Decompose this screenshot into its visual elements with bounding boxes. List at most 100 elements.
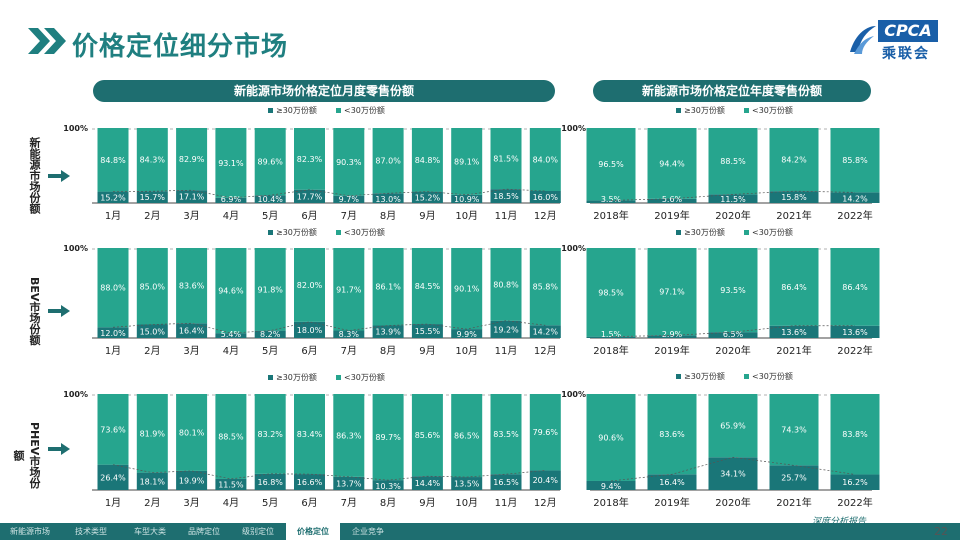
data-label-low: 84.5% [415,282,441,291]
data-label-high: 9.9% [457,330,478,339]
footer-tab[interactable]: 技术类型 [75,527,107,536]
data-label-low: 89.7% [375,433,401,442]
data-label-low: 90.3% [336,158,362,167]
data-label-high: 26.4% [100,473,126,482]
bar-low-segment [294,248,325,322]
data-label-high: 16.5% [493,478,519,487]
charts-canvas: ≥30万份额 <30万份额 100% 15.2% 84.8% 1月 15.7% 84.3% 2月… [63,105,880,509]
legend-swatch-high [676,230,681,235]
bar-low-segment [586,394,636,481]
bar-low-segment [451,394,483,478]
page-number: 22 [934,525,948,538]
legend-label-low: <30万份额 [344,372,385,382]
data-label-low: 88.0% [100,284,126,293]
bar-high-segment [333,330,365,338]
data-label-high: 25.7% [781,474,807,483]
data-label-low: 86.5% [454,432,480,441]
bar-high-segment [333,195,365,203]
y-tick-100: 100% [63,124,88,133]
data-label-high: 15.8% [781,193,807,202]
bar-high-segment [176,323,208,338]
data-label-high: 13.0% [375,195,401,204]
footer-tab[interactable]: 企业竞争 [352,527,384,536]
x-tick-label: 2022年 [837,209,872,222]
bar-high-segment [647,198,697,203]
footer-tab[interactable]: 新能源市场 [10,527,50,536]
logo-swirl-icon [850,26,876,54]
bar-low-segment [586,128,636,201]
bar-low-segment [451,128,483,195]
bar-low-segment [830,248,880,326]
footer-tab[interactable]: 车型大类 [134,527,166,536]
x-tick-label: 1月 [105,497,121,509]
footer-tab[interactable]: 级别定位 [242,527,274,536]
bar-high-segment [529,325,561,338]
legend-label-high: ≥30万份额 [684,105,725,115]
data-label-high: 14.2% [533,328,559,337]
data-label-low: 86.4% [842,283,868,292]
data-label-low: 89.1% [454,157,480,166]
data-label-high: 15.0% [140,327,166,336]
legend-swatch-low [336,230,341,235]
data-label-low: 84.8% [100,156,126,165]
bar-low-segment [708,128,758,195]
footer-tab[interactable]: 品牌定位 [188,527,220,536]
data-label-low: 86.4% [781,283,807,292]
high-share-trend-line [112,320,546,334]
data-label-high: 15.2% [415,193,441,202]
logo-subtext: 乘联会 [882,46,930,62]
x-tick-label: 12月 [534,345,557,357]
data-label-low: 82.3% [297,155,323,164]
x-tick-label: 2021年 [776,209,811,222]
bar-low-segment [215,128,247,198]
legend-label-low: <30万份额 [752,371,793,381]
x-tick-label: 6月 [301,497,317,509]
data-label-high: 20.4% [533,476,559,485]
data-label-low: 84.2% [781,156,807,165]
x-tick-label: 2019年 [654,344,689,357]
data-label-high: 13.5% [454,480,480,489]
legend-label-high: ≥30万份额 [684,227,725,237]
data-label-low: 85.8% [533,283,559,292]
bar-high-segment [647,474,697,490]
data-label-low: 81.9% [140,429,166,438]
x-tick-label: 12月 [534,210,557,222]
x-tick-label: 2月 [144,210,160,222]
bar-high-segment [529,470,561,490]
double-chevron-icon [28,28,66,54]
data-label-high: 14.2% [842,194,868,203]
x-tick-label: 11月 [495,497,518,509]
bar-high-segment [411,476,443,490]
bar-high-segment [215,197,247,203]
data-label-high: 2.9% [662,330,683,339]
bar-high-segment [411,324,443,338]
bar-low-segment [215,394,247,479]
legend-swatch-low [744,230,749,235]
x-tick-label: 2019年 [654,496,689,509]
data-label-high: 18.0% [297,326,323,335]
bar-high-segment [372,480,404,490]
bar-low-segment [136,394,168,473]
legend-swatch-low [744,374,749,379]
data-label-high: 14.4% [415,479,441,488]
x-tick-label: 2月 [144,497,160,509]
bar-low-segment [333,394,365,477]
footer-tab[interactable]: 价格定位 [286,523,340,540]
x-tick-label: 4月 [223,497,239,509]
data-label-low: 91.8% [257,285,283,294]
data-label-low: 94.6% [218,287,244,296]
data-label-low: 83.6% [179,282,205,291]
data-label-high: 10.9% [454,195,480,204]
bar-high-segment [215,333,247,338]
header: 价格定位细分市场 CPCA 乘联会 [0,0,960,70]
bar-low-segment [647,128,697,199]
bar-high-segment [97,191,129,203]
bar-high-segment [254,473,286,490]
high-share-trend-line [610,325,855,337]
data-label-high: 13.6% [842,328,868,337]
data-label-low: 84.8% [415,156,441,165]
bar-low-segment [490,128,522,190]
data-label-high: 10.4% [257,195,283,204]
bar-high-segment [136,191,168,203]
arrow-right-icon [48,170,70,182]
